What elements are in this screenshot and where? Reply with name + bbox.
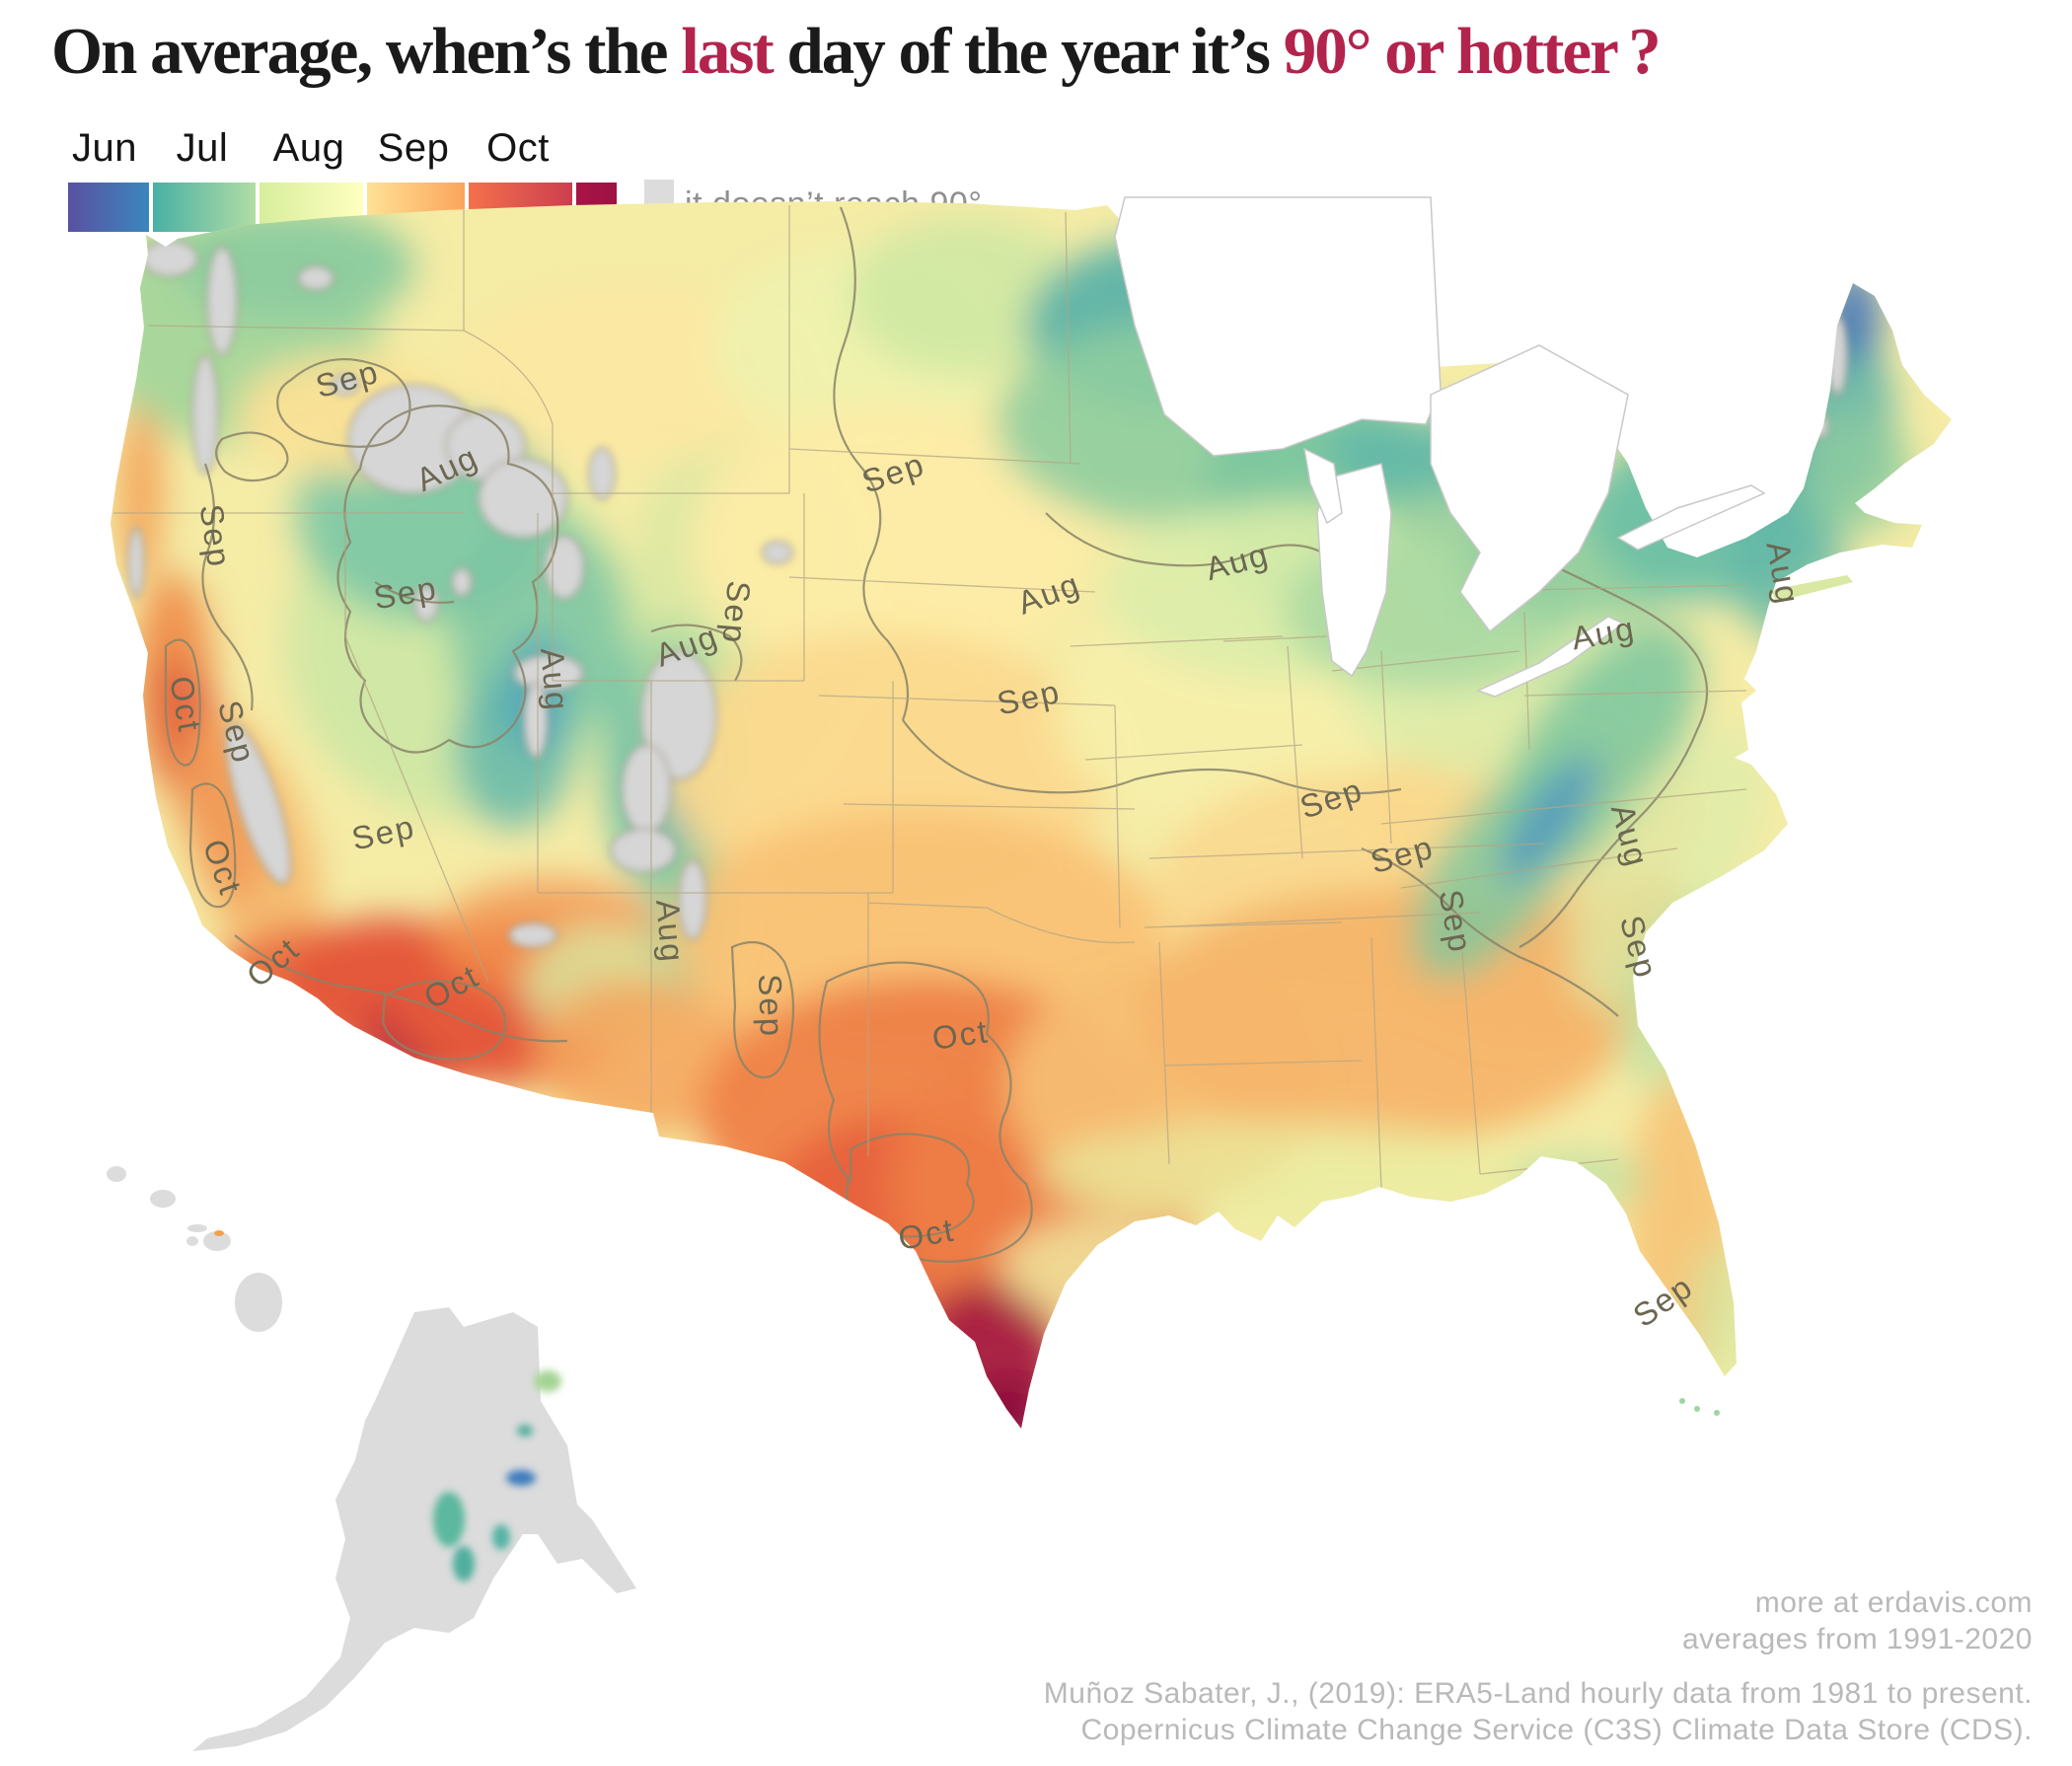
legend-month-jun: Jun bbox=[72, 126, 137, 170]
citation-line-2: Copernicus Climate Change Service (C3S) … bbox=[1080, 1714, 2033, 1746]
contour-label-oct: Oct bbox=[929, 1012, 991, 1057]
lake-ontario bbox=[1616, 484, 1766, 551]
legend-month-aug: Aug bbox=[272, 126, 345, 170]
contour-label-sep: Sep bbox=[193, 502, 239, 570]
legend-segment-jun bbox=[68, 183, 149, 232]
lake-erie bbox=[1475, 616, 1625, 698]
contour-label-sep: Sep bbox=[715, 579, 757, 646]
lake-huron bbox=[1430, 344, 1629, 633]
state-borders bbox=[113, 205, 1747, 1190]
legend-month-sep: Sep bbox=[377, 126, 450, 170]
legend-month-labels: Jun Jul Aug Sep Oct bbox=[0, 126, 888, 174]
citation-line-1: Muñoz Sabater, J., (2019): ERA5-Land hou… bbox=[1043, 1677, 2033, 1710]
credits-source: more at erdavis.com averages from 1991-2… bbox=[1682, 1584, 2033, 1657]
hawaii-hot-spot bbox=[214, 1230, 224, 1236]
alaska-inset bbox=[192, 1307, 636, 1751]
title-text: day of the year it’s bbox=[772, 15, 1284, 88]
page-title: On average, when’s the last day of the y… bbox=[51, 14, 1926, 90]
legend-month-oct: Oct bbox=[486, 126, 550, 170]
no-reach-gray-patches bbox=[127, 240, 1848, 948]
credits-more-link[interactable]: more at erdavis.com bbox=[1754, 1586, 2033, 1619]
great-lakes bbox=[1114, 196, 1766, 698]
contour-label-aug: Aug bbox=[534, 646, 575, 713]
credits-citation: Muñoz Sabater, J., (2019): ERA5-Land hou… bbox=[1044, 1675, 2033, 1748]
month-contour-lines bbox=[164, 206, 1709, 1353]
hawaii-inset bbox=[107, 1166, 282, 1332]
alaska-color-patches bbox=[433, 1370, 561, 1582]
contour-label-aug: Aug bbox=[649, 898, 691, 965]
lake-superior bbox=[1114, 196, 1442, 457]
title-highlight: last bbox=[681, 15, 774, 88]
credits-averages: averages from 1991-2020 bbox=[1681, 1623, 2033, 1656]
green-bay bbox=[1303, 447, 1343, 525]
title-text: On average, when’s the bbox=[51, 15, 682, 88]
legend-segment-jul bbox=[153, 183, 256, 232]
legend-month-jul: Jul bbox=[176, 126, 229, 170]
contour-label-sep: Sep bbox=[752, 974, 790, 1039]
florida-keys bbox=[1679, 1398, 1720, 1416]
title-highlight: 90° or hotter ? bbox=[1283, 15, 1662, 88]
conus-raster bbox=[111, 201, 1952, 1429]
long-island bbox=[1771, 575, 1853, 602]
